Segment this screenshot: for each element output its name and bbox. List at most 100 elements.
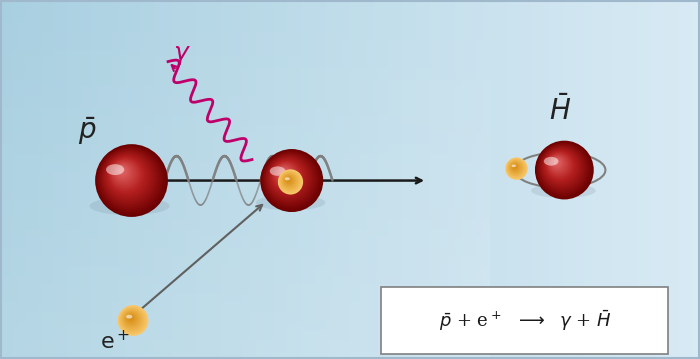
Bar xyxy=(648,0,651,359)
Ellipse shape xyxy=(122,310,141,328)
Ellipse shape xyxy=(552,157,564,169)
Bar xyxy=(0,302,490,305)
Ellipse shape xyxy=(540,145,584,191)
Bar xyxy=(0,345,490,348)
Bar xyxy=(172,0,175,359)
Ellipse shape xyxy=(514,166,515,167)
Bar xyxy=(0,183,490,187)
Bar xyxy=(231,0,234,359)
Ellipse shape xyxy=(513,165,517,168)
Bar xyxy=(0,104,490,108)
Bar xyxy=(178,0,182,359)
Bar xyxy=(606,0,609,359)
Bar xyxy=(668,0,672,359)
Ellipse shape xyxy=(280,169,286,175)
Bar xyxy=(144,0,147,359)
Ellipse shape xyxy=(265,153,315,204)
Bar xyxy=(0,258,490,262)
Bar xyxy=(399,0,402,359)
Bar xyxy=(466,0,469,359)
Ellipse shape xyxy=(506,158,527,179)
Bar xyxy=(473,0,476,359)
Ellipse shape xyxy=(545,150,576,182)
Bar xyxy=(35,0,38,359)
Ellipse shape xyxy=(552,158,562,168)
Bar xyxy=(592,0,595,359)
Bar xyxy=(52,0,56,359)
Ellipse shape xyxy=(118,306,148,335)
Ellipse shape xyxy=(284,176,294,186)
Bar xyxy=(570,0,574,359)
Bar xyxy=(0,287,490,291)
Bar xyxy=(46,0,49,359)
Bar xyxy=(256,0,259,359)
Ellipse shape xyxy=(508,160,524,176)
Ellipse shape xyxy=(284,176,293,185)
Bar xyxy=(0,280,490,284)
Ellipse shape xyxy=(281,172,299,190)
Bar xyxy=(0,219,490,223)
Bar xyxy=(284,0,287,359)
Ellipse shape xyxy=(281,171,284,172)
Bar xyxy=(0,118,490,122)
Bar xyxy=(424,0,427,359)
Ellipse shape xyxy=(125,312,137,325)
Bar xyxy=(567,0,570,359)
Bar xyxy=(224,0,228,359)
Ellipse shape xyxy=(116,165,129,177)
Ellipse shape xyxy=(127,314,134,322)
Bar xyxy=(0,169,490,172)
Bar xyxy=(0,201,490,205)
Bar xyxy=(0,327,490,330)
Bar xyxy=(164,0,168,359)
Bar xyxy=(252,0,256,359)
Bar xyxy=(154,0,158,359)
Bar xyxy=(94,0,98,359)
Bar xyxy=(662,0,665,359)
Bar xyxy=(298,0,301,359)
Bar xyxy=(0,187,490,190)
Bar xyxy=(88,0,91,359)
Bar xyxy=(0,237,490,241)
Bar xyxy=(273,0,276,359)
Bar xyxy=(0,284,490,287)
Bar xyxy=(49,0,52,359)
Bar xyxy=(119,0,122,359)
Bar xyxy=(0,255,490,258)
Ellipse shape xyxy=(112,161,136,185)
Bar xyxy=(270,0,273,359)
Bar xyxy=(0,248,490,251)
Bar xyxy=(0,11,490,14)
Text: $\gamma$: $\gamma$ xyxy=(173,43,191,66)
Ellipse shape xyxy=(128,316,133,320)
Ellipse shape xyxy=(122,309,142,330)
Bar xyxy=(0,348,490,352)
Bar xyxy=(122,0,126,359)
Bar xyxy=(578,0,581,359)
Bar xyxy=(0,233,490,237)
Ellipse shape xyxy=(90,197,169,215)
Bar xyxy=(193,0,196,359)
Ellipse shape xyxy=(510,162,522,174)
Ellipse shape xyxy=(510,162,520,172)
Ellipse shape xyxy=(129,316,132,319)
Ellipse shape xyxy=(507,159,525,177)
Bar xyxy=(0,90,490,93)
Bar xyxy=(340,0,343,359)
Bar xyxy=(434,0,438,359)
Bar xyxy=(0,72,490,75)
Bar xyxy=(276,0,280,359)
Ellipse shape xyxy=(113,162,135,184)
Bar xyxy=(350,0,354,359)
Bar xyxy=(301,0,304,359)
Bar xyxy=(0,337,490,341)
Bar xyxy=(0,320,490,323)
Ellipse shape xyxy=(539,145,586,192)
Ellipse shape xyxy=(260,149,323,212)
Text: $\bar{p}$: $\bar{p}$ xyxy=(78,116,97,148)
Ellipse shape xyxy=(108,158,143,192)
Ellipse shape xyxy=(120,308,144,331)
Bar xyxy=(438,0,441,359)
Bar xyxy=(588,0,592,359)
Ellipse shape xyxy=(287,178,290,181)
